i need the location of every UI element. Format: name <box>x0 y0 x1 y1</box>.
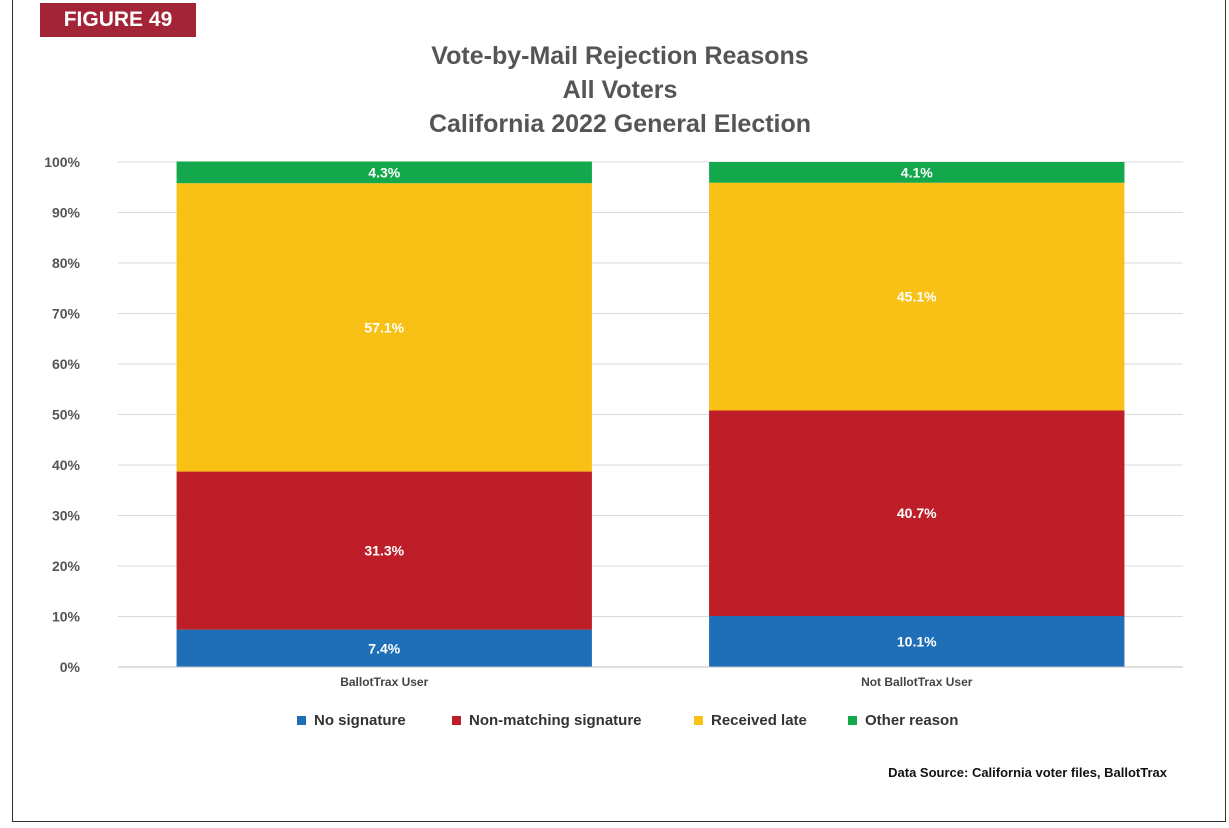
data-label: 31.3% <box>364 543 404 559</box>
x-category-label: BallotTrax User <box>340 675 428 689</box>
chart-title-line-2: All Voters <box>562 76 678 104</box>
bar-segment <box>176 183 592 472</box>
chart-title-line-3: California 2022 General Election <box>428 110 812 138</box>
bar-segment <box>176 161 592 184</box>
data-label: 7.4% <box>368 640 400 656</box>
legend-swatch <box>694 716 703 725</box>
bar-segment <box>709 162 1125 183</box>
legend-swatch <box>297 716 306 725</box>
legend-label: Non-matching signature <box>469 712 642 729</box>
data-label: 40.7% <box>897 505 937 521</box>
data-label: 10.1% <box>897 633 937 649</box>
legend-item-received-late: Received late <box>694 712 807 729</box>
bar-segment <box>176 471 592 630</box>
y-tick-label: 70% <box>52 306 81 322</box>
y-tick-label: 10% <box>52 609 81 625</box>
y-tick-label: 90% <box>52 205 81 221</box>
y-tick-label: 0% <box>60 659 81 675</box>
y-tick-label: 100% <box>44 154 80 170</box>
y-tick-label: 20% <box>52 558 81 574</box>
x-category-label: Not BallotTrax User <box>861 675 973 689</box>
bar-segment <box>709 615 1125 667</box>
y-tick-label: 80% <box>52 255 81 271</box>
data-label: 45.1% <box>897 289 937 305</box>
bar-segment <box>709 182 1125 411</box>
legend-item-other-reason: Other reason <box>848 712 958 729</box>
legend-item-non-matching-signature: Non-matching signature <box>452 712 642 729</box>
bar-segment <box>176 629 592 667</box>
y-tick-label: 30% <box>52 508 81 524</box>
data-label: 57.1% <box>364 319 404 335</box>
chart-title-line-1: Vote-by-Mail Rejection Reasons <box>431 42 809 70</box>
legend-label: Received late <box>711 712 807 729</box>
data-source-note: Data Source: California voter files, Bal… <box>888 765 1167 780</box>
data-label: 4.3% <box>368 164 400 180</box>
bar-segment <box>709 410 1125 616</box>
legend-swatch <box>848 716 857 725</box>
legend-swatch <box>452 716 461 725</box>
legend-label: Other reason <box>865 712 959 729</box>
stacked-bar-chart: 0% 10% 20% 30% 40% 50% 60% 70% 80% 90% 100% 7.4% 31.… <box>44 154 1183 689</box>
chart-legend: No signature Non-matching signature Rece… <box>0 712 1229 736</box>
y-tick-label: 60% <box>52 356 81 372</box>
y-tick-label: 40% <box>52 457 81 473</box>
figure-label: FIGURE 49 <box>40 3 196 37</box>
data-label: 4.1% <box>901 164 933 180</box>
y-tick-label: 50% <box>52 407 81 423</box>
legend-item-no-signature: No signature <box>297 712 406 729</box>
legend-label: No signature <box>314 712 406 729</box>
